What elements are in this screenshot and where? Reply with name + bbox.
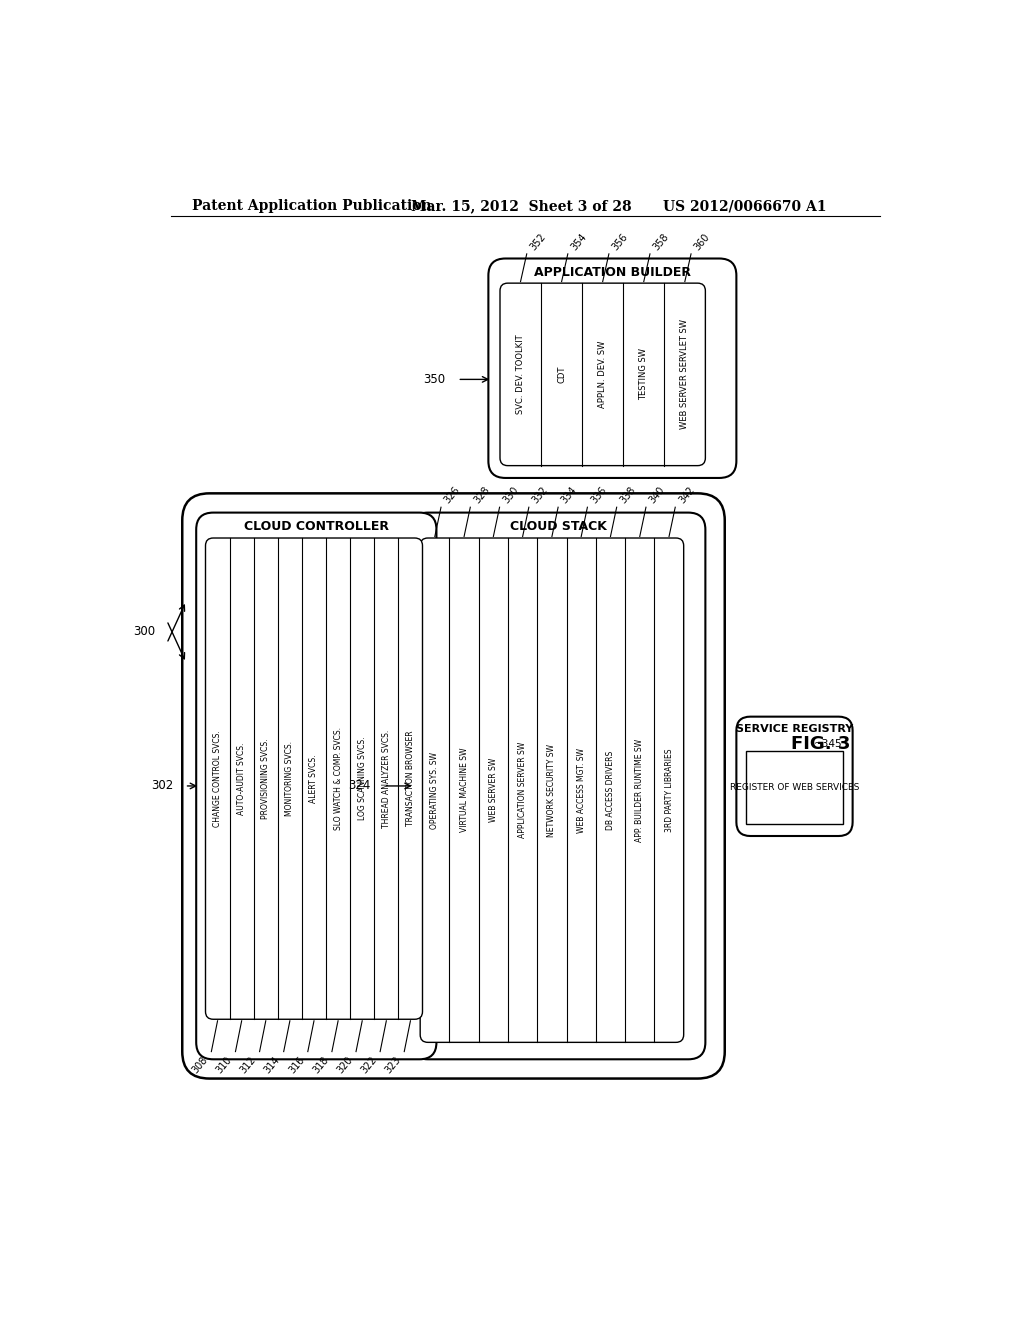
Text: 358: 358 xyxy=(651,232,671,252)
FancyBboxPatch shape xyxy=(197,512,436,1059)
Text: CLOUD STACK: CLOUD STACK xyxy=(510,520,606,533)
FancyBboxPatch shape xyxy=(182,494,725,1078)
Text: PROVISIONING SVCS.: PROVISIONING SVCS. xyxy=(261,738,270,818)
Text: 323: 323 xyxy=(383,1055,402,1076)
Text: 342: 342 xyxy=(677,484,696,506)
Text: 316: 316 xyxy=(287,1055,306,1076)
Text: 352: 352 xyxy=(528,231,548,252)
Text: 340: 340 xyxy=(647,486,667,506)
Text: APPLN. DEV. SW: APPLN. DEV. SW xyxy=(598,341,607,408)
Text: WEB ACCESS MGT. SW: WEB ACCESS MGT. SW xyxy=(577,747,586,833)
Text: CHANGE CONTROL SVCS.: CHANGE CONTROL SVCS. xyxy=(213,730,222,828)
Text: OPERATING SYS. SW: OPERATING SYS. SW xyxy=(430,751,439,829)
Text: THREAD ANALYZER SVCS.: THREAD ANALYZER SVCS. xyxy=(382,730,391,828)
FancyBboxPatch shape xyxy=(488,259,736,478)
Text: FIG. 3: FIG. 3 xyxy=(791,735,850,752)
Text: SLO WATCH & COMP. SVCS.: SLO WATCH & COMP. SVCS. xyxy=(334,727,343,830)
Text: 330: 330 xyxy=(501,486,520,506)
Text: 356: 356 xyxy=(610,232,630,252)
Text: 336: 336 xyxy=(589,486,608,506)
FancyBboxPatch shape xyxy=(420,539,684,1043)
Text: VIRTUAL MACHINE SW: VIRTUAL MACHINE SW xyxy=(460,748,469,833)
Text: APPLICATION BUILDER: APPLICATION BUILDER xyxy=(534,265,691,279)
Text: CLOUD CONTROLLER: CLOUD CONTROLLER xyxy=(244,520,389,533)
Text: 324: 324 xyxy=(348,779,371,792)
Text: SVC. DEV. TOOLKIT: SVC. DEV. TOOLKIT xyxy=(516,334,525,414)
Text: CDT: CDT xyxy=(557,366,566,383)
Text: 334: 334 xyxy=(560,486,580,506)
Text: 328: 328 xyxy=(472,484,492,506)
Text: 320: 320 xyxy=(335,1055,354,1076)
Text: TESTING SW: TESTING SW xyxy=(639,348,648,400)
Text: 332: 332 xyxy=(530,484,550,506)
Text: MONITORING SVCS.: MONITORING SVCS. xyxy=(286,741,294,816)
FancyBboxPatch shape xyxy=(411,512,706,1059)
FancyBboxPatch shape xyxy=(736,717,853,836)
Text: 312: 312 xyxy=(239,1055,258,1076)
Text: SERVICE REGISTRY: SERVICE REGISTRY xyxy=(736,723,853,734)
Text: 354: 354 xyxy=(569,232,589,252)
Text: 318: 318 xyxy=(311,1055,331,1076)
Text: REGISTER OF WEB SERVICES: REGISTER OF WEB SERVICES xyxy=(730,783,859,792)
Text: 310: 310 xyxy=(214,1055,233,1076)
Text: ~345: ~345 xyxy=(814,739,843,748)
Text: APP. BUILDER RUNTIME SW: APP. BUILDER RUNTIME SW xyxy=(635,739,644,842)
Text: APPLICATION SERVER SW: APPLICATION SERVER SW xyxy=(518,742,527,838)
Text: NETWORK SECURITY SW: NETWORK SECURITY SW xyxy=(548,743,556,837)
Text: TRANSACTION BROWSER: TRANSACTION BROWSER xyxy=(406,731,415,826)
Text: 322: 322 xyxy=(359,1055,379,1076)
Text: WEB SERVER SW: WEB SERVER SW xyxy=(488,758,498,822)
Text: US 2012/0066670 A1: US 2012/0066670 A1 xyxy=(663,199,826,213)
Text: 360: 360 xyxy=(692,232,712,252)
Text: Patent Application Publication: Patent Application Publication xyxy=(191,199,431,213)
Text: 350: 350 xyxy=(424,372,445,385)
Text: ALERT SVCS.: ALERT SVCS. xyxy=(309,755,318,803)
Text: 326: 326 xyxy=(442,484,462,506)
Bar xyxy=(745,751,844,825)
Text: AUTO-AUDIT SVCS.: AUTO-AUDIT SVCS. xyxy=(238,742,246,814)
Text: 302: 302 xyxy=(151,779,173,792)
Text: LOG SCANNING SVCS.: LOG SCANNING SVCS. xyxy=(357,737,367,821)
Text: 314: 314 xyxy=(263,1055,283,1076)
FancyBboxPatch shape xyxy=(500,284,706,466)
FancyBboxPatch shape xyxy=(206,539,423,1019)
Text: 3RD PARTY LIBRARIES: 3RD PARTY LIBRARIES xyxy=(665,748,674,832)
Text: 300: 300 xyxy=(133,626,155,639)
Text: Mar. 15, 2012  Sheet 3 of 28: Mar. 15, 2012 Sheet 3 of 28 xyxy=(411,199,632,213)
Text: 338: 338 xyxy=(618,486,638,506)
Text: WEB SERVER SERVLET SW: WEB SERVER SERVLET SW xyxy=(680,319,689,429)
Text: DB ACCESS DRIVERS: DB ACCESS DRIVERS xyxy=(606,751,615,830)
Text: 308: 308 xyxy=(190,1055,210,1076)
